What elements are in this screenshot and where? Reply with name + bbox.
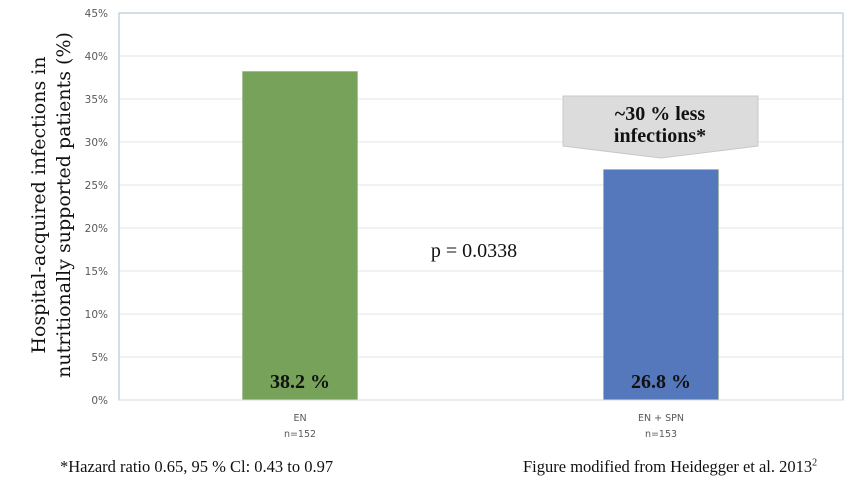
callout-arrow: ~30 % less infections* — [562, 95, 759, 159]
callout-shape — [562, 95, 759, 159]
category-labels: EN n=152 EN + SPN n=153 — [284, 413, 684, 440]
y-tick-label: 35% — [85, 94, 108, 106]
y-axis-title-line-2: nutritionally supported patients (%) — [53, 32, 75, 378]
data-label: 38.2 % — [270, 371, 330, 393]
bar-en-spn — [603, 169, 719, 401]
y-tick-label: 15% — [85, 266, 108, 278]
callout-line-2: infections* — [614, 125, 706, 147]
y-tick-label: 10% — [85, 309, 108, 321]
source-citation: Figure modified from Heidegger et al. 20… — [523, 457, 817, 477]
y-tick-label: 25% — [85, 180, 108, 192]
source-citation-superscript: 2 — [812, 457, 818, 469]
y-axis-title-line-1: Hospital-acquired infections in — [28, 56, 50, 353]
data-label: 26.8 % — [631, 371, 691, 393]
callout-line-1: ~30 % less — [615, 103, 706, 125]
category-sample-size: n=153 — [645, 429, 677, 440]
category-label: EN — [293, 413, 306, 424]
footnote-hazard-ratio: *Hazard ratio 0.65, 95 % Cl: 0.43 to 0.9… — [60, 457, 334, 476]
y-tick-label: 5% — [91, 352, 108, 364]
bar-en — [242, 71, 358, 401]
y-tick-label: 20% — [85, 223, 108, 235]
plot-frame — [118, 12, 844, 401]
p-value-annotation: p = 0.0338 — [431, 240, 517, 262]
bars: 38.2 % 26.8 % — [119, 71, 843, 401]
y-axis-title: Hospital-acquired infections in nutritio… — [28, 32, 75, 378]
y-tick-label: 40% — [85, 51, 108, 63]
category-sample-size: n=152 — [284, 429, 316, 440]
y-tick-label: 45% — [85, 8, 108, 20]
y-tick-label: 30% — [85, 137, 108, 149]
source-citation-text: Figure modified from Heidegger et al. 20… — [523, 457, 813, 476]
y-tick-label: 0% — [91, 395, 108, 407]
gridlines — [119, 12, 843, 401]
y-tick-labels: 0% 5% 10% 15% 20% 25% 30% 35% 40% 45% — [85, 8, 108, 407]
category-label: EN + SPN — [638, 413, 684, 424]
